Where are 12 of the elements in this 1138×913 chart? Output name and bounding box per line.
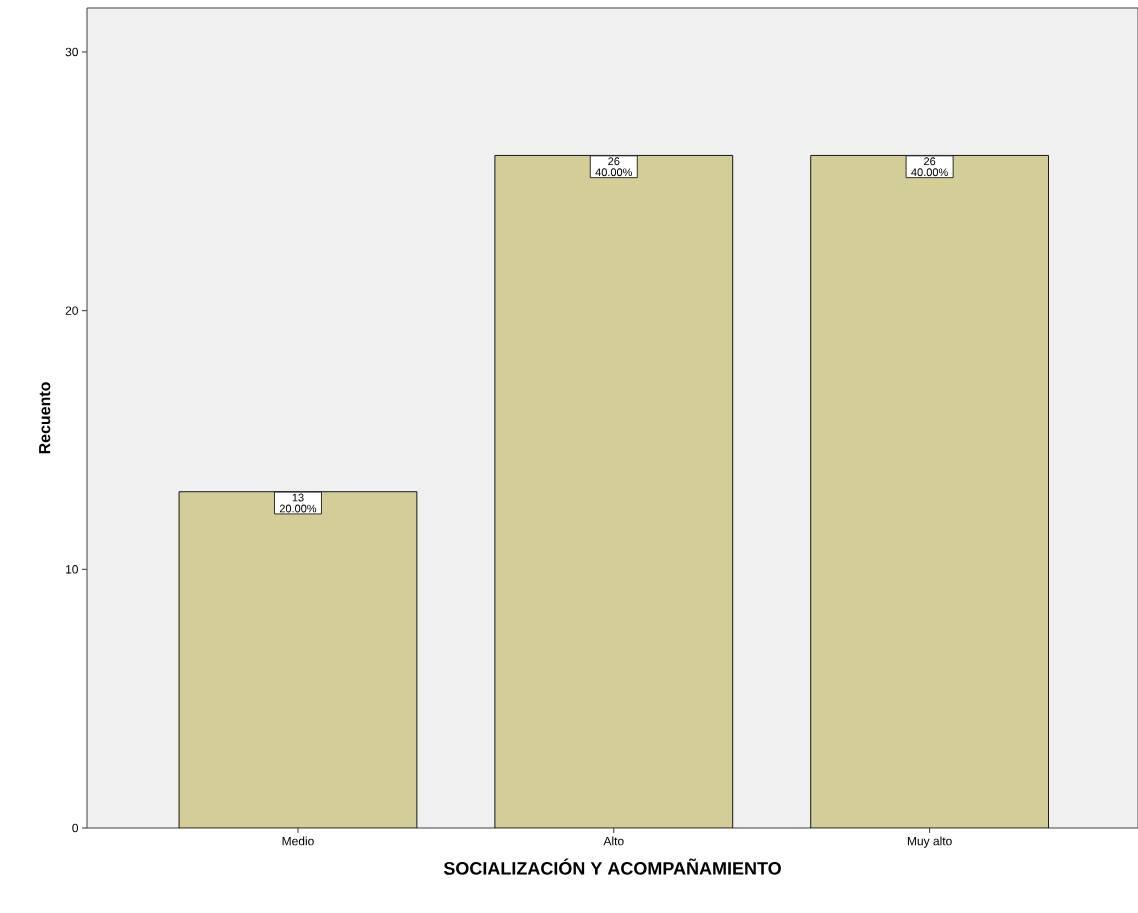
- y-tick-label: 30: [65, 47, 79, 57]
- x-tick-label: Muy alto: [907, 836, 952, 848]
- x-tick-label: Alto: [603, 836, 624, 846]
- x-axis-title: SOCIALIZACIÓN Y ACOMPAÑAMIENTO: [443, 858, 781, 875]
- data-label: 26 40.00%: [911, 157, 948, 177]
- y-axis-title: Recuento: [39, 382, 51, 454]
- data-label: 26 40.00%: [595, 157, 633, 177]
- data-label: 13 20.00%: [279, 493, 317, 513]
- x-tick-label: Medio: [282, 836, 314, 846]
- y-tick-label: 0: [72, 823, 79, 833]
- y-tick-label: 20: [65, 306, 79, 315]
- y-tick-label: 10: [66, 565, 79, 574]
